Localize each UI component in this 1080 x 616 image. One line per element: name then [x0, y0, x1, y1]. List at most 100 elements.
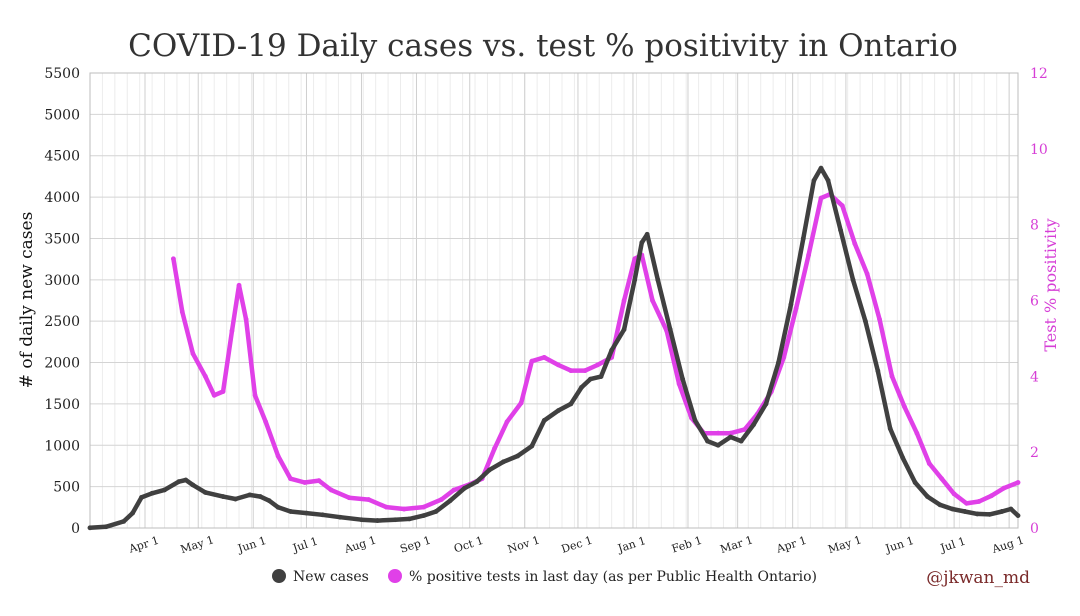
cases-point — [406, 516, 412, 522]
cases-point — [220, 494, 226, 499]
cases-point — [609, 347, 615, 353]
cases-point — [392, 517, 398, 523]
positivity-point — [806, 252, 812, 258]
series-cases — [87, 165, 1021, 531]
cases-point — [863, 318, 868, 324]
cases-point — [247, 492, 253, 498]
positivity-point — [988, 493, 994, 499]
cases-point — [974, 511, 980, 517]
y-tick-label-left: 4000 — [44, 190, 80, 206]
chart-title: COVID-19 Daily cases vs. test % positivi… — [128, 28, 958, 64]
cases-point — [937, 502, 943, 508]
positivity-point — [902, 404, 907, 410]
positivity-point — [438, 497, 444, 502]
cases-point — [655, 277, 661, 283]
cases-point — [621, 327, 627, 332]
cases-point — [121, 518, 127, 524]
x-tick-label: May 1 — [179, 533, 216, 556]
cases-point — [705, 438, 710, 444]
x-tick-label: Dec 1 — [560, 534, 594, 556]
legend-marker-cases — [272, 569, 286, 583]
positivity-point — [190, 351, 196, 356]
x-tick-label: Apr 1 — [774, 534, 808, 556]
positivity-point — [236, 282, 242, 288]
positivity-point — [243, 317, 249, 322]
y-tick-label-left: 2500 — [44, 314, 80, 330]
y-tick-label-right: 12 — [1030, 66, 1048, 82]
cases-point — [486, 467, 492, 473]
x-tick-label: Jul 1 — [938, 535, 967, 556]
y-axis-right: 0 2 4 6 8 10 12 — [1030, 66, 1048, 537]
plot-area — [90, 73, 1018, 528]
cases-point — [838, 227, 843, 233]
cases-point — [667, 327, 673, 332]
y-tick-label-left: 1500 — [44, 397, 80, 413]
positivity-point — [1015, 480, 1021, 485]
positivity-point — [781, 354, 787, 360]
cases-point — [501, 459, 506, 465]
cases-point — [304, 510, 309, 516]
positivity-point — [568, 368, 574, 374]
x-tick-label: Oct 1 — [452, 534, 485, 556]
legend: New cases % positive tests in last day (… — [272, 569, 817, 585]
positivity-point — [595, 362, 600, 368]
positivity-point — [926, 461, 932, 466]
y-tick-label-left: 0 — [71, 521, 80, 537]
cases-point — [233, 496, 238, 502]
y-tick-label-right: 6 — [1030, 294, 1039, 310]
cases-point — [337, 514, 343, 520]
cases-point — [900, 455, 906, 461]
x-tick-label: May 1 — [826, 533, 863, 556]
legend-label-positivity: % positive tests in last day (as per Pub… — [409, 569, 817, 585]
cases-point — [541, 418, 547, 423]
positivity-point — [401, 506, 407, 512]
cases-point — [275, 504, 281, 510]
positivity-point — [889, 373, 895, 379]
x-tick-label: Apr 1 — [126, 534, 160, 556]
x-tick-label: Jun 1 — [235, 534, 268, 556]
y-tick-label-left: 5000 — [44, 107, 80, 123]
x-axis: Apr 1 May 1 Jun 1 Jul 1 Aug 1 Sep 1 Oct 1 Nov 1… — [126, 533, 1025, 556]
x-tick-label: Sep 1 — [398, 534, 432, 556]
cases-point — [751, 422, 757, 427]
positivity-point — [346, 495, 352, 501]
cases-point — [598, 374, 604, 380]
positivity-point — [852, 241, 858, 247]
cases-point — [715, 442, 721, 448]
cases-point — [176, 479, 182, 485]
cases-point — [632, 277, 638, 283]
y-tick-label-left: 3500 — [44, 231, 80, 247]
cases-point — [680, 376, 686, 382]
cases-point — [139, 494, 144, 500]
y-tick-label-left: 3000 — [44, 273, 80, 289]
x-tick-label: Nov 1 — [506, 533, 541, 556]
positivity-point — [263, 419, 269, 425]
cases-point — [987, 511, 993, 517]
cases-point — [912, 480, 918, 485]
y-tick-label-right: 8 — [1030, 218, 1039, 234]
cases-point — [728, 434, 733, 440]
y-tick-label-right: 4 — [1030, 369, 1039, 385]
y-tick-label-right: 0 — [1030, 521, 1039, 537]
cases-point — [87, 525, 93, 531]
cases-point — [587, 376, 593, 382]
cases-point — [515, 453, 521, 459]
positivity-point — [492, 445, 497, 451]
cases-point — [130, 510, 135, 516]
cases-point — [421, 513, 426, 518]
cases-point — [949, 506, 955, 512]
cases-point — [763, 401, 769, 407]
positivity-point — [366, 497, 371, 502]
x-tick-label: Aug 1 — [990, 533, 1026, 556]
positivity-point — [504, 419, 510, 425]
x-tick-label: Feb 1 — [670, 534, 704, 556]
positivity-point — [728, 430, 733, 436]
cases-point — [433, 509, 439, 514]
positivity-trend-line — [171, 192, 1021, 512]
positivity-point — [951, 491, 957, 497]
cases-point — [103, 524, 109, 530]
cases-point — [925, 494, 930, 499]
cases-point — [738, 438, 744, 444]
positivity-point — [877, 317, 882, 322]
